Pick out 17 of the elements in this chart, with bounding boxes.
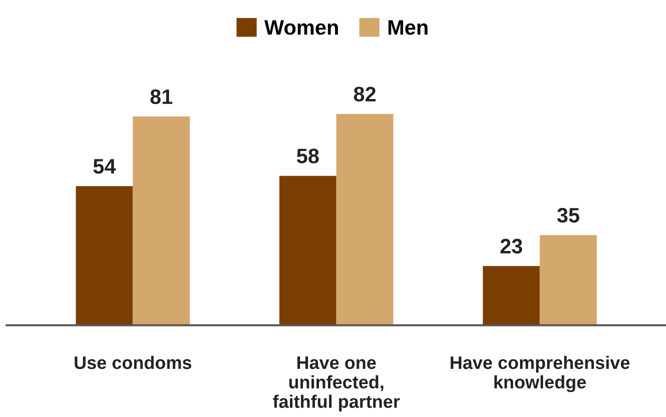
bar [76,186,133,326]
data-label: 81 [150,89,172,104]
x-tick-label: Use condoms [74,356,192,370]
x-tick-label: Have comprehensive knowledge [450,356,630,392]
legend-label: Men [388,20,428,35]
legend-label: Women [264,20,338,35]
bar [336,114,394,326]
data-label: 58 [296,148,319,164]
bar [482,266,540,326]
data-label: 82 [354,86,376,102]
data-label: 54 [93,159,116,174]
x-tick-label: Have one uninfected, faithful partner [272,356,400,412]
data-label: 35 [557,208,580,223]
bar [132,116,190,326]
data-label: 23 [500,238,522,254]
bar [279,176,336,326]
bar [540,235,597,326]
